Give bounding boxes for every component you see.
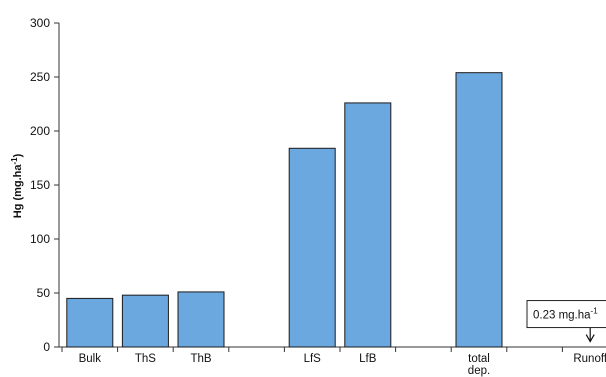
y-tick-label: 150 bbox=[30, 178, 50, 192]
y-tick-label: 0 bbox=[43, 340, 50, 354]
x-axis bbox=[59, 346, 606, 352]
bar-total bbox=[455, 72, 503, 348]
x-tick-label-line2: dep. bbox=[468, 365, 490, 377]
y-axis: 0 50 100 150 200 250 300 bbox=[30, 16, 60, 354]
x-tick-label: ThS bbox=[135, 353, 156, 365]
x-tick-label: ThB bbox=[190, 353, 211, 365]
bar-ths bbox=[121, 294, 169, 348]
y-tick-label: 50 bbox=[37, 286, 51, 300]
x-tick-label: total bbox=[468, 353, 490, 365]
y-tick-label: 300 bbox=[30, 16, 50, 30]
bars bbox=[66, 72, 503, 348]
y-tick-label: 200 bbox=[30, 124, 50, 138]
y-tick-label: 250 bbox=[30, 70, 50, 84]
annotation-text: 0.23 mg.ha-1 bbox=[533, 307, 598, 322]
bar-bulk bbox=[66, 297, 114, 348]
bar-thb bbox=[177, 291, 225, 348]
annotation-superscript: -1 bbox=[591, 307, 599, 316]
y-axis-title-superscript: -1 bbox=[10, 157, 19, 165]
x-tick-label: LfB bbox=[359, 353, 377, 365]
y-axis-title: Hg (mg.ha-1) bbox=[10, 153, 24, 218]
x-tick-label: Runoff bbox=[573, 353, 606, 365]
x-tick-label: LfS bbox=[304, 353, 322, 365]
x-tick-label: Bulk bbox=[79, 353, 102, 365]
annotation-box bbox=[526, 300, 606, 329]
annotation-arrowhead bbox=[585, 334, 595, 343]
bar-lfb bbox=[344, 102, 392, 348]
runoff-annotation: 0.23 mg.ha-1 bbox=[526, 300, 606, 343]
bar-lfs bbox=[288, 147, 336, 348]
y-axis-title-close: ) bbox=[12, 153, 24, 157]
y-tick-label: 100 bbox=[30, 232, 50, 246]
